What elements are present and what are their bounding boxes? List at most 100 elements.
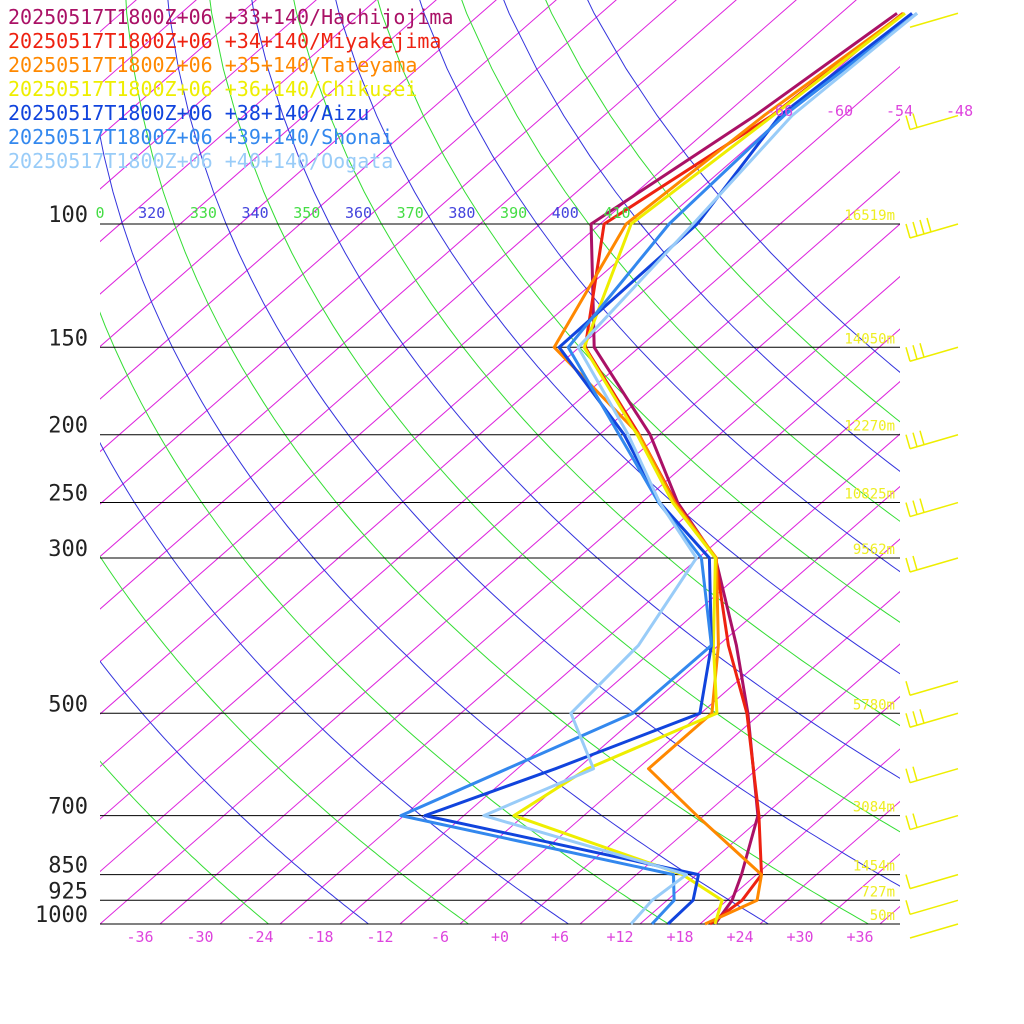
wind-barb-shaft — [909, 814, 959, 831]
legend-entry: 20250517T1800Z+06 +40+140/Oogata — [8, 149, 393, 173]
height-label: 50m — [870, 908, 895, 924]
wind-barb-shaft — [909, 223, 959, 239]
pressure-label: 100 — [48, 203, 88, 228]
height-label: 16519m — [844, 208, 895, 224]
wind-barb — [905, 343, 959, 362]
isotherm-line — [100, 0, 557, 400]
pressure-lines — [100, 223, 900, 925]
wind-barbs — [905, 12, 959, 939]
wind-barb-flag — [905, 713, 911, 728]
dry-adiabat-line — [100, 760, 270, 924]
theta-label: 400 — [552, 204, 579, 222]
pressure-label: 500 — [48, 692, 88, 717]
temperature-tick-label: +36 — [846, 928, 873, 946]
wind-barb-shaft — [909, 557, 959, 573]
dry-adiabat-line — [545, 0, 900, 423]
height-label: 3084m — [853, 800, 895, 816]
sounding-line — [399, 12, 918, 926]
wind-barb-shaft — [909, 346, 959, 362]
isotherm-lines — [100, 0, 1024, 924]
wind-barb-flag — [919, 498, 925, 513]
wind-barb — [905, 813, 959, 831]
wind-barb-flag — [905, 434, 911, 449]
sounding-series — [399, 12, 918, 926]
wind-barb — [905, 217, 959, 239]
isotherm-line — [100, 0, 737, 558]
wind-barb — [905, 498, 959, 518]
sounding-line — [512, 12, 906, 925]
wind-barb-flag — [919, 430, 925, 445]
theta-label: 380 — [448, 204, 475, 222]
isotherm-line — [100, 0, 377, 243]
wind-barb — [909, 12, 959, 28]
temperature-tick-label: +24 — [726, 928, 753, 946]
isotherm-line — [100, 223, 900, 924]
wind-barb-shaft — [909, 501, 959, 518]
wind-barb-shaft — [909, 434, 959, 450]
height-label: 9562m — [853, 542, 895, 558]
isotherm-label: -48 — [946, 102, 973, 120]
wind-barb-shaft — [909, 873, 959, 890]
wind-barb-flag — [905, 557, 911, 573]
isotherm-line — [940, 0, 1024, 924]
isotherm-line — [100, 0, 317, 190]
wind-barb — [909, 923, 959, 939]
isotherm-line — [100, 0, 497, 348]
isotherm-line — [159, 275, 900, 924]
legend-entry: 20250517T1800Z+06 +36+140/Chikusei — [8, 77, 417, 101]
height-label: 14050m — [844, 331, 895, 347]
wind-barb-flag — [912, 500, 918, 515]
isotherm-label: -60 — [826, 102, 853, 120]
isotherm-line — [100, 0, 197, 85]
wind-barb-flag — [905, 502, 911, 517]
dry-adiabat-line — [100, 555, 470, 924]
wind-barb-flag — [912, 345, 918, 360]
isotherm-line — [759, 800, 900, 924]
wind-barb-flag — [912, 221, 918, 237]
temperature-tick-label: -36 — [126, 928, 153, 946]
isotherm-line — [100, 0, 437, 295]
wind-barb-flag — [905, 347, 911, 362]
theta-label: 350 — [293, 204, 320, 222]
temperature-tick-label: -30 — [186, 928, 213, 946]
pressure-label: 150 — [48, 326, 88, 351]
isotherm-line — [219, 328, 900, 924]
wind-barb-flag — [905, 223, 911, 239]
legend-entry: 20250517T1800Z+06 +34+140/Miyakejima — [8, 29, 441, 53]
temperature-tick-label: -18 — [306, 928, 333, 946]
temperature-tick-label: +6 — [551, 928, 569, 946]
pressure-label: 925 — [48, 879, 88, 904]
temperature-tick-label: -6 — [431, 928, 449, 946]
wind-barb — [905, 555, 959, 573]
isotherm-line — [399, 485, 900, 924]
theta-label: 390 — [500, 204, 527, 222]
isotherm-line — [639, 695, 900, 924]
isotherm-line — [100, 0, 797, 610]
wind-barb-flag — [919, 219, 925, 235]
temperature-tick-label: +18 — [666, 928, 693, 946]
dry-adiabat-line — [293, 0, 900, 727]
temperature-tick-label: +12 — [606, 928, 633, 946]
dry-adiabat-line — [419, 0, 900, 573]
wind-barb-flag — [919, 343, 925, 358]
wind-barb-flag — [905, 115, 911, 130]
wind-barb-flag — [905, 815, 911, 830]
height-label: 12270m — [844, 419, 895, 435]
theta-label: 0 — [95, 204, 104, 222]
pressure-label: 700 — [48, 795, 88, 820]
wind-barb — [905, 709, 959, 728]
dry-adiabat-line — [125, 0, 870, 924]
isotherm-line — [1000, 0, 1024, 924]
dry-adiabat-line — [461, 0, 900, 522]
temperature-tick-label: +0 — [491, 928, 509, 946]
wind-barb-flag — [912, 432, 918, 447]
legend-entry: 20250517T1800Z+06 +33+140/Hachijojima — [8, 5, 454, 29]
theta-label: 320 — [138, 204, 165, 222]
dry-adiabat-lines — [100, 0, 900, 924]
pressure-label: 1000 — [35, 903, 88, 928]
wind-barb-shaft — [909, 680, 959, 696]
dry-adiabat-line — [100, 311, 670, 924]
isotherm-line — [100, 118, 900, 820]
dry-adiabat-line — [503, 0, 900, 472]
dry-adiabat-line — [100, 441, 570, 924]
